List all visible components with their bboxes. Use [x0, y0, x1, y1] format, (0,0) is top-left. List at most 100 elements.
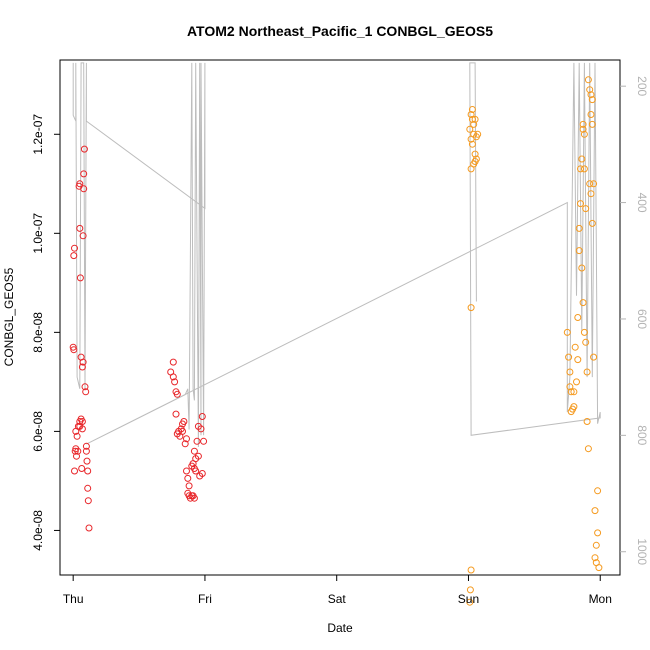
data-point	[580, 328, 588, 336]
chart-title: ATOM2 Northeast_Pacific_1 CONBGL_GEOS5	[187, 23, 493, 39]
y2-tick-label: 800	[635, 425, 649, 445]
data-point	[169, 358, 177, 366]
data-point	[82, 447, 90, 455]
x-axis-label: Date	[327, 621, 353, 635]
data-point	[85, 524, 93, 532]
y-tick-label: 6.0e-08	[31, 411, 45, 452]
data-point	[78, 425, 86, 433]
data-point	[183, 435, 190, 443]
data-point	[590, 180, 598, 188]
data-point	[466, 598, 474, 606]
data-point	[590, 353, 598, 361]
plot-frame	[59, 59, 621, 576]
data-point	[84, 467, 92, 475]
data-point	[180, 418, 188, 425]
y-tick-label: 1.2e-07	[31, 114, 45, 155]
y-axis-label: CONBGL_GEOS5	[2, 267, 16, 366]
data-point	[76, 224, 84, 232]
data-point	[190, 494, 198, 502]
data-point	[571, 343, 579, 351]
data-point	[587, 190, 595, 198]
data-point	[200, 437, 208, 445]
data-point	[78, 363, 86, 371]
data-point	[595, 564, 603, 572]
pressure-line	[72, 62, 601, 448]
data-point	[190, 447, 198, 455]
data-point	[468, 140, 476, 148]
data-point	[471, 150, 479, 158]
data-point	[71, 244, 78, 252]
data-point	[591, 554, 599, 562]
y2-tick-label: 200	[635, 76, 649, 96]
data-point	[577, 200, 584, 208]
data-point	[84, 497, 92, 505]
data-point	[78, 465, 86, 472]
data-point	[577, 165, 584, 173]
data-point	[583, 368, 591, 376]
data-point	[570, 388, 578, 396]
data-point	[73, 452, 80, 460]
data-point	[566, 368, 574, 376]
data-point	[76, 180, 84, 188]
data-point	[466, 125, 474, 133]
data-point	[79, 358, 87, 366]
data-point	[198, 470, 206, 477]
data-point	[80, 145, 88, 153]
data-point	[567, 388, 575, 396]
data-point	[563, 328, 571, 336]
data-point	[70, 346, 78, 354]
data-point	[181, 440, 189, 448]
data-point	[579, 120, 587, 128]
data-point	[470, 120, 478, 128]
data-point	[467, 111, 475, 118]
data-point	[173, 390, 181, 398]
data-point	[171, 378, 179, 386]
data-point	[84, 484, 92, 492]
data-point	[584, 445, 592, 453]
data-point	[82, 442, 90, 450]
data-point	[474, 130, 482, 138]
data-point	[81, 383, 89, 391]
data-point	[570, 403, 578, 411]
data-point	[578, 155, 586, 163]
x-axis: Thu Fri Sat Sun Mon	[63, 575, 612, 606]
data-point	[580, 165, 588, 173]
data-points-layer	[69, 76, 603, 606]
data-point	[466, 586, 474, 594]
data-point	[78, 418, 86, 425]
data-point	[591, 507, 599, 515]
data-point	[193, 437, 201, 445]
data-point	[580, 130, 588, 138]
data-point	[574, 314, 582, 321]
data-point	[574, 356, 582, 364]
pressure-series-layer	[72, 62, 601, 448]
data-point	[82, 388, 90, 396]
data-point	[184, 474, 192, 482]
data-point	[74, 447, 82, 455]
data-point	[587, 91, 595, 99]
data-point	[565, 353, 573, 361]
data-point	[588, 120, 596, 128]
y2-tick-label: 1000	[635, 538, 649, 565]
data-point	[588, 96, 596, 104]
data-point	[584, 76, 592, 84]
data-point	[471, 115, 479, 123]
data-point	[467, 304, 475, 312]
data-point	[79, 232, 87, 240]
data-point	[586, 86, 594, 94]
x-tick-label: Sat	[328, 592, 347, 606]
y2-tick-label: 400	[635, 193, 649, 213]
data-point	[185, 482, 193, 490]
data-point	[194, 452, 202, 460]
data-point	[183, 467, 190, 475]
data-point	[76, 274, 84, 282]
data-point	[583, 418, 591, 425]
data-point	[566, 383, 574, 391]
data-point	[582, 205, 590, 213]
data-point	[179, 427, 186, 435]
data-point	[83, 457, 91, 465]
data-point	[575, 247, 583, 255]
x-tick-label: Thu	[63, 592, 84, 606]
secondary-y-axis: 200 400 600 800 1000	[620, 76, 649, 565]
